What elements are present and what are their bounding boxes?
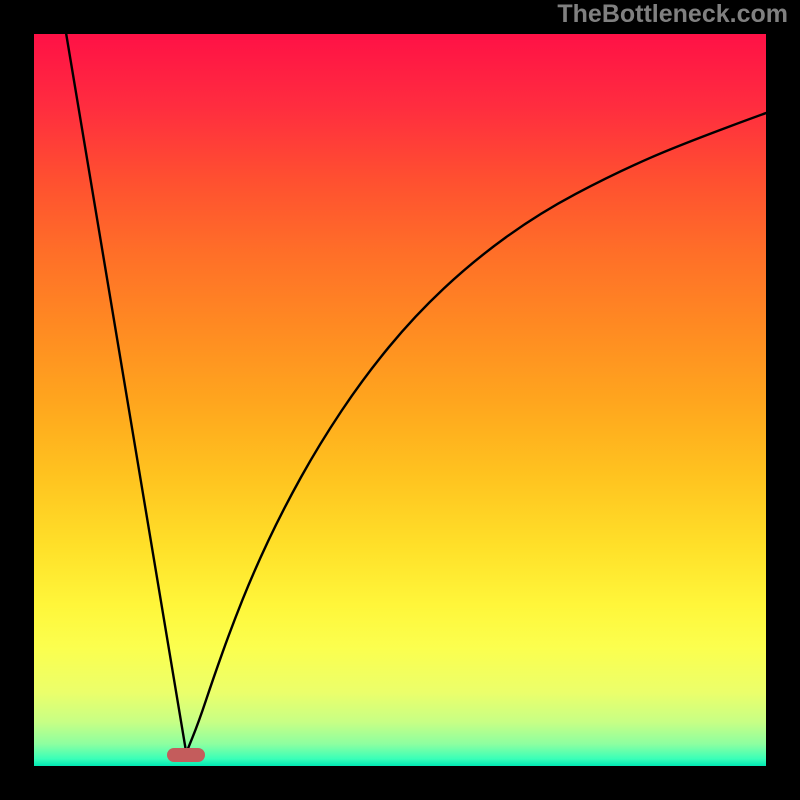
watermark-text: TheBottleneck.com — [557, 0, 788, 29]
plot-area — [34, 34, 766, 766]
optimal-marker — [167, 748, 205, 762]
chart-frame: TheBottleneck.com — [0, 0, 800, 800]
bottleneck-curve — [66, 34, 766, 753]
chart-svg — [34, 34, 766, 766]
